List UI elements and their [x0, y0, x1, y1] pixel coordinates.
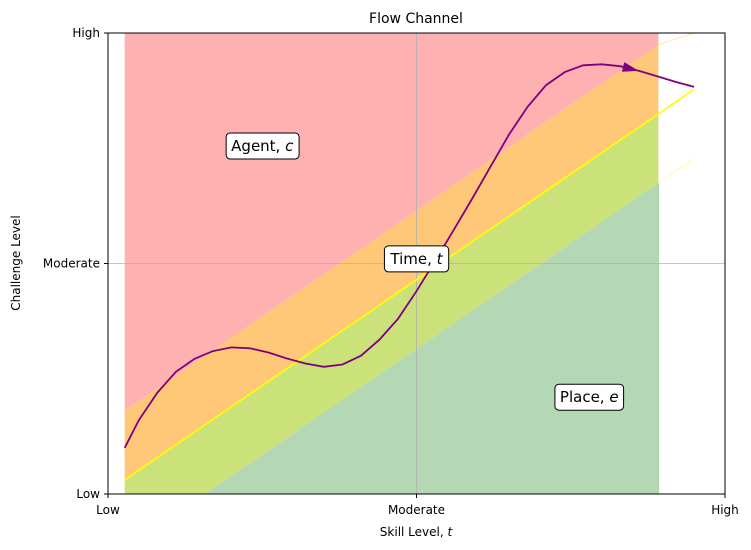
annotation-var-0: c	[285, 137, 294, 155]
chart-title: Flow Channel	[369, 11, 463, 27]
annotation-label-1: Time, t	[389, 250, 443, 268]
x-axis-label-text: Skill Level,	[380, 525, 448, 539]
chart-axes: Low Moderate High Low Moderate High	[43, 26, 739, 517]
chart-annotations: Agent, c Time, t Place, e	[225, 132, 625, 411]
region-boredom	[124, 183, 659, 495]
region-lower-channel	[124, 113, 659, 494]
y-axis-label: Challenge Level	[9, 215, 23, 310]
upper-boundary-tail	[658, 32, 695, 46]
region-anxiety	[124, 33, 659, 411]
flow-line	[124, 88, 695, 481]
annotation-var-2: e	[609, 388, 618, 406]
y-tick-label-0: Low	[76, 487, 100, 501]
chart-regions	[124, 33, 659, 495]
trajectory-line	[123, 63, 695, 449]
annotation-var-1: t	[437, 250, 444, 268]
annotation-text-2: Place,	[560, 388, 609, 406]
annotation-label-0: Agent, c	[231, 137, 294, 155]
lower-boundary-tail	[658, 157, 695, 184]
x-tick-label-0: Low	[96, 503, 120, 517]
annotation-text-0: Agent,	[231, 137, 285, 155]
y-tick-label-2: High	[72, 26, 100, 40]
annotation-box-1	[383, 245, 450, 273]
x-axis-label: Skill Level, t	[380, 525, 454, 539]
x-tick-label-1: Moderate	[388, 503, 445, 517]
annotation-0: Agent, c	[225, 132, 300, 160]
x-axis-label-var: t	[447, 525, 453, 539]
chart-lines	[123, 32, 695, 494]
x-tick-label-2: High	[711, 503, 739, 517]
annotation-text-1: Time,	[389, 250, 436, 268]
annotation-1: Time, t	[383, 245, 450, 273]
annotation-label-2: Place, e	[560, 388, 619, 406]
annotation-2: Place, e	[554, 383, 625, 411]
y-tick-label-1: Moderate	[43, 257, 100, 271]
annotation-box-2	[554, 383, 625, 411]
annotation-box-0	[225, 132, 300, 160]
trajectory-arrow	[621, 62, 639, 72]
